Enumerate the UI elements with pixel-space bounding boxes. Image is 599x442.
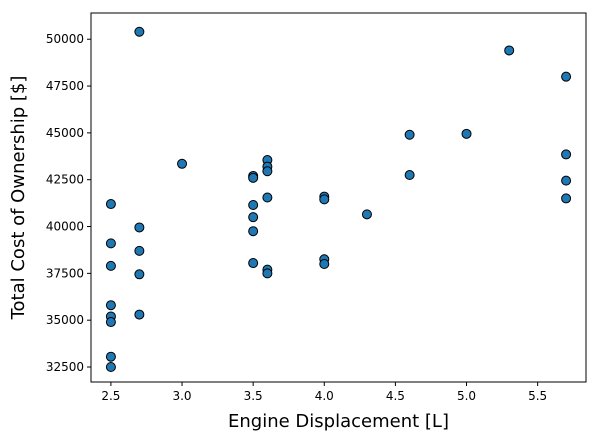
x-tick-label: 2.5 xyxy=(101,389,120,403)
data-point xyxy=(105,238,116,249)
data-point xyxy=(319,258,330,269)
data-point xyxy=(177,158,188,169)
y-tick-label: 35000 xyxy=(46,313,84,327)
data-point xyxy=(461,128,472,139)
y-axis-label: Total Cost of Ownership [$] xyxy=(8,76,29,321)
data-point xyxy=(248,212,259,223)
data-point xyxy=(105,199,116,210)
data-point xyxy=(134,269,145,280)
plot-area xyxy=(90,12,587,383)
x-tick-label: 3.0 xyxy=(172,389,191,403)
data-point xyxy=(361,209,372,220)
data-point xyxy=(134,245,145,256)
data-point xyxy=(248,172,259,183)
x-axis-label: Engine Displacement [L] xyxy=(228,411,449,432)
data-point xyxy=(561,175,572,186)
data-point xyxy=(105,317,116,328)
data-point xyxy=(262,192,273,203)
y-tick-label: 32500 xyxy=(46,360,84,374)
x-tick-label: 3.5 xyxy=(244,389,263,403)
data-point xyxy=(561,193,572,204)
data-point xyxy=(319,194,330,205)
x-tick-label: 5.0 xyxy=(457,389,476,403)
data-point xyxy=(262,268,273,279)
data-points xyxy=(105,26,572,373)
y-tick-label: 47500 xyxy=(46,79,84,93)
x-tick-label: 5.5 xyxy=(528,389,547,403)
x-tick-label: 4.5 xyxy=(386,389,405,403)
data-point xyxy=(248,258,259,269)
data-point xyxy=(134,26,145,37)
data-point xyxy=(504,45,515,56)
data-point xyxy=(134,309,145,320)
data-point xyxy=(561,149,572,160)
y-axis-ticks: 32500 35000 37500 40000 42500 45000 47500 50000 xyxy=(46,32,91,374)
data-point xyxy=(248,199,259,210)
data-point xyxy=(561,71,572,82)
data-point xyxy=(105,300,116,311)
data-point xyxy=(248,226,259,237)
y-tick-label: 50000 xyxy=(46,32,84,46)
y-tick-label: 37500 xyxy=(46,266,84,280)
y-tick-label: 42500 xyxy=(46,173,84,187)
y-tick-label: 40000 xyxy=(46,220,84,234)
x-axis-ticks: 2.5 3.0 3.5 4.0 4.5 5.0 5.5 xyxy=(101,382,547,403)
data-point xyxy=(262,166,273,177)
data-point xyxy=(105,260,116,271)
data-point xyxy=(404,129,415,140)
data-point xyxy=(134,222,145,233)
x-tick-label: 4.0 xyxy=(315,389,334,403)
data-point xyxy=(404,170,415,181)
data-point xyxy=(105,351,116,362)
y-tick-label: 45000 xyxy=(46,126,84,140)
data-point xyxy=(105,362,116,373)
